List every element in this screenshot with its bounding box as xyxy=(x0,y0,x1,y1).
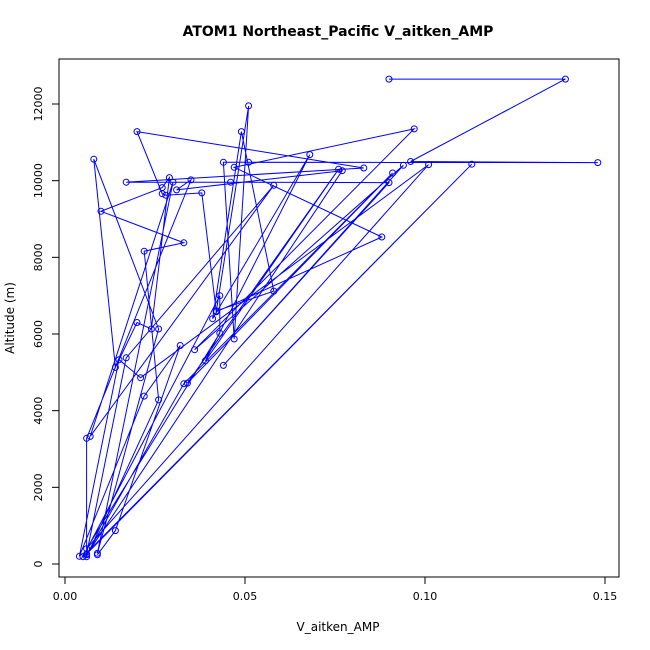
data-point xyxy=(176,342,184,349)
data-point xyxy=(155,325,163,333)
y-tick-label: 4000 xyxy=(32,397,45,425)
data-point xyxy=(122,354,130,362)
data-point xyxy=(385,75,393,83)
data-point xyxy=(245,158,253,166)
data-point xyxy=(360,164,368,172)
data-point xyxy=(180,239,188,247)
data-point xyxy=(191,346,199,354)
x-axis: 0.00 0.05 0.10 0.15 xyxy=(53,576,618,603)
data-point xyxy=(237,128,245,136)
plot-frame xyxy=(58,58,620,578)
x-tick-label: 0.05 xyxy=(233,590,258,603)
data-point xyxy=(245,102,253,110)
data-point xyxy=(201,357,209,365)
data-point xyxy=(162,191,170,199)
y-tick-label: 0 xyxy=(32,561,45,568)
data-point xyxy=(83,553,91,561)
y-axis: 0 2000 4000 6000 8000 10000 12000 xyxy=(32,87,60,568)
data-point xyxy=(227,178,235,186)
data-point xyxy=(410,125,418,133)
data-point xyxy=(165,174,173,182)
data-point xyxy=(155,396,163,404)
y-tick-label: 6000 xyxy=(32,320,45,348)
series-layer xyxy=(75,75,602,561)
data-point xyxy=(230,163,238,171)
series-line xyxy=(78,78,598,558)
data-point xyxy=(133,319,141,326)
data-point xyxy=(219,158,227,166)
data-point xyxy=(594,159,602,167)
data-point xyxy=(169,178,177,186)
data-point xyxy=(137,374,145,382)
data-point xyxy=(147,325,155,333)
data-point xyxy=(306,151,314,159)
data-point xyxy=(79,553,87,561)
data-point xyxy=(97,207,105,215)
data-point xyxy=(86,432,94,440)
data-point xyxy=(385,179,393,187)
data-point xyxy=(183,379,191,387)
data-point xyxy=(209,315,217,323)
data-point xyxy=(399,161,407,169)
data-point xyxy=(83,434,91,442)
x-tick-label: 0.15 xyxy=(593,590,618,603)
data-point xyxy=(140,247,148,255)
data-point xyxy=(270,181,278,189)
data-point xyxy=(93,551,101,559)
data-point xyxy=(111,527,119,535)
data-point xyxy=(219,361,227,369)
data-point xyxy=(216,329,224,337)
y-tick-label: 2000 xyxy=(32,473,45,501)
data-point xyxy=(230,335,238,343)
data-point xyxy=(90,155,98,163)
data-point xyxy=(378,233,386,241)
data-point xyxy=(425,161,433,169)
y-tick-label: 8000 xyxy=(32,243,45,271)
y-axis-label: Altitude (m) xyxy=(3,282,17,354)
x-axis-label: V_aitken_AMP xyxy=(297,620,380,634)
data-point xyxy=(173,186,181,194)
x-tick-label: 0.10 xyxy=(413,590,438,603)
y-tick-label: 10000 xyxy=(32,163,45,198)
data-point xyxy=(212,307,220,315)
data-point xyxy=(561,75,569,83)
data-point xyxy=(270,287,278,295)
data-point xyxy=(338,167,346,175)
data-point xyxy=(335,165,343,173)
data-point xyxy=(111,363,119,371)
data-point xyxy=(75,552,83,560)
y-tick-label: 12000 xyxy=(32,87,45,122)
data-point xyxy=(187,176,195,184)
data-point xyxy=(468,160,476,168)
data-point xyxy=(180,380,188,388)
x-tick-label: 0.00 xyxy=(53,590,78,603)
data-point xyxy=(407,158,415,165)
data-point xyxy=(216,292,224,300)
data-point xyxy=(122,178,130,186)
data-point xyxy=(115,356,123,364)
data-point xyxy=(158,184,166,192)
data-point xyxy=(140,392,148,400)
data-point xyxy=(133,128,141,136)
chart-title: ATOM1 Northeast_Pacific V_aitken_AMP xyxy=(183,24,494,40)
data-point xyxy=(83,545,91,553)
data-point xyxy=(389,169,397,177)
data-point xyxy=(198,189,206,197)
